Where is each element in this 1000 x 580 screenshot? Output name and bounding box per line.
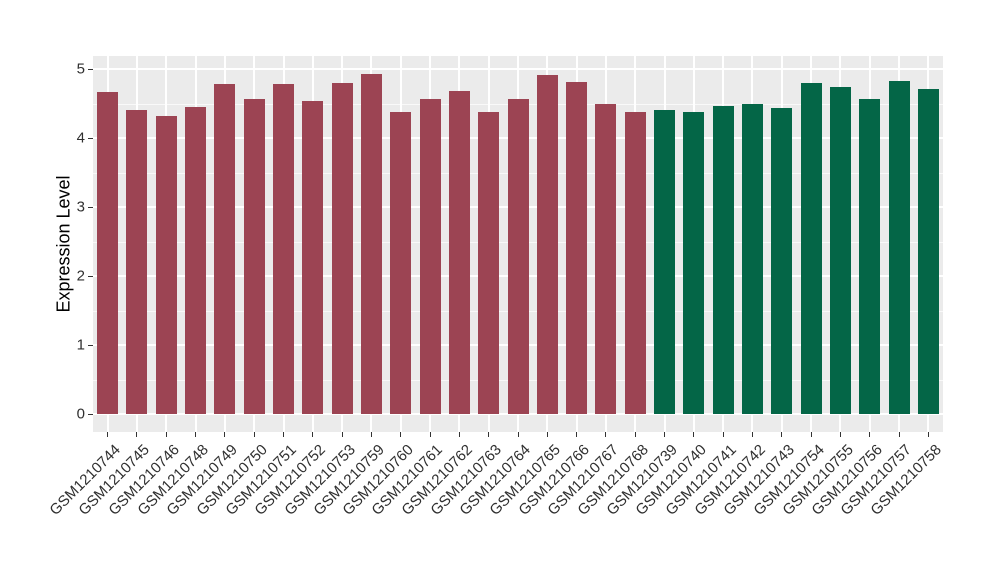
bar-GSM1210740 bbox=[683, 111, 705, 414]
y-tick-label: 4 bbox=[76, 129, 85, 147]
y-axis-tick bbox=[87, 413, 93, 415]
x-axis-tick bbox=[136, 432, 138, 437]
x-axis-tick bbox=[195, 432, 197, 437]
bar-GSM1210741 bbox=[712, 106, 734, 414]
x-axis-tick bbox=[283, 432, 285, 437]
bar-GSM1210763 bbox=[478, 112, 500, 414]
y-axis-title: Expression Level bbox=[53, 175, 74, 313]
y-tick-label: 1 bbox=[76, 336, 85, 354]
bar-GSM1210759 bbox=[360, 73, 382, 414]
y-tick-label: 0 bbox=[76, 405, 85, 423]
bar-GSM1210755 bbox=[829, 86, 851, 414]
bar-GSM1210761 bbox=[419, 99, 441, 414]
x-axis-tick bbox=[165, 432, 167, 437]
x-axis-tick bbox=[751, 432, 753, 437]
bar-GSM1210746 bbox=[155, 115, 177, 414]
x-axis-tick bbox=[664, 432, 666, 437]
x-axis-tick bbox=[546, 432, 548, 437]
bar-GSM1210765 bbox=[536, 75, 558, 414]
x-axis-tick bbox=[605, 432, 607, 437]
x-axis-tick bbox=[898, 432, 900, 437]
bar-GSM1210768 bbox=[624, 112, 646, 414]
y-axis-tick bbox=[87, 275, 93, 277]
x-axis-tick bbox=[810, 432, 812, 437]
x-axis-tick bbox=[634, 432, 636, 437]
y-axis-tick bbox=[87, 344, 93, 346]
bar-GSM1210767 bbox=[595, 104, 617, 414]
bar-GSM1210751 bbox=[273, 84, 295, 414]
x-axis-tick bbox=[839, 432, 841, 437]
bar-GSM1210749 bbox=[214, 84, 236, 414]
y-tick-label: 2 bbox=[76, 267, 85, 285]
bar-GSM1210756 bbox=[859, 98, 881, 414]
bar-GSM1210766 bbox=[566, 82, 588, 414]
bar-GSM1210743 bbox=[771, 107, 793, 414]
x-axis-tick bbox=[400, 432, 402, 437]
y-axis-tick bbox=[87, 137, 93, 139]
bar-GSM1210753 bbox=[331, 82, 353, 414]
bar-GSM1210750 bbox=[243, 99, 265, 414]
bar-GSM1210757 bbox=[888, 80, 910, 414]
x-axis-tick bbox=[341, 432, 343, 437]
x-axis-tick bbox=[107, 432, 109, 437]
x-axis-tick bbox=[370, 432, 372, 437]
y-axis-tick bbox=[87, 206, 93, 208]
bar-GSM1210745 bbox=[126, 109, 148, 414]
x-axis-tick bbox=[458, 432, 460, 437]
bar-GSM1210760 bbox=[390, 111, 412, 414]
y-axis-tick bbox=[87, 68, 93, 70]
bar-GSM1210764 bbox=[507, 98, 529, 414]
x-axis-tick bbox=[312, 432, 314, 437]
bar-GSM1210754 bbox=[800, 83, 822, 414]
bar-GSM1210762 bbox=[448, 91, 470, 414]
x-axis-tick bbox=[576, 432, 578, 437]
y-tick-label: 3 bbox=[76, 198, 85, 216]
bar-GSM1210739 bbox=[654, 110, 676, 414]
x-axis-tick bbox=[869, 432, 871, 437]
x-axis-tick bbox=[517, 432, 519, 437]
x-axis-tick bbox=[488, 432, 490, 437]
y-tick-label: 5 bbox=[76, 60, 85, 78]
bar-GSM1210742 bbox=[741, 103, 763, 414]
bar-GSM1210748 bbox=[185, 106, 207, 414]
x-axis-tick bbox=[693, 432, 695, 437]
bar-GSM1210752 bbox=[302, 100, 324, 414]
x-axis-tick bbox=[927, 432, 929, 437]
x-axis-tick bbox=[253, 432, 255, 437]
x-axis-tick bbox=[429, 432, 431, 437]
bar-GSM1210744 bbox=[97, 92, 119, 414]
bar-GSM1210758 bbox=[917, 89, 939, 414]
x-axis-tick bbox=[722, 432, 724, 437]
x-axis-tick bbox=[224, 432, 226, 437]
x-axis-tick bbox=[781, 432, 783, 437]
